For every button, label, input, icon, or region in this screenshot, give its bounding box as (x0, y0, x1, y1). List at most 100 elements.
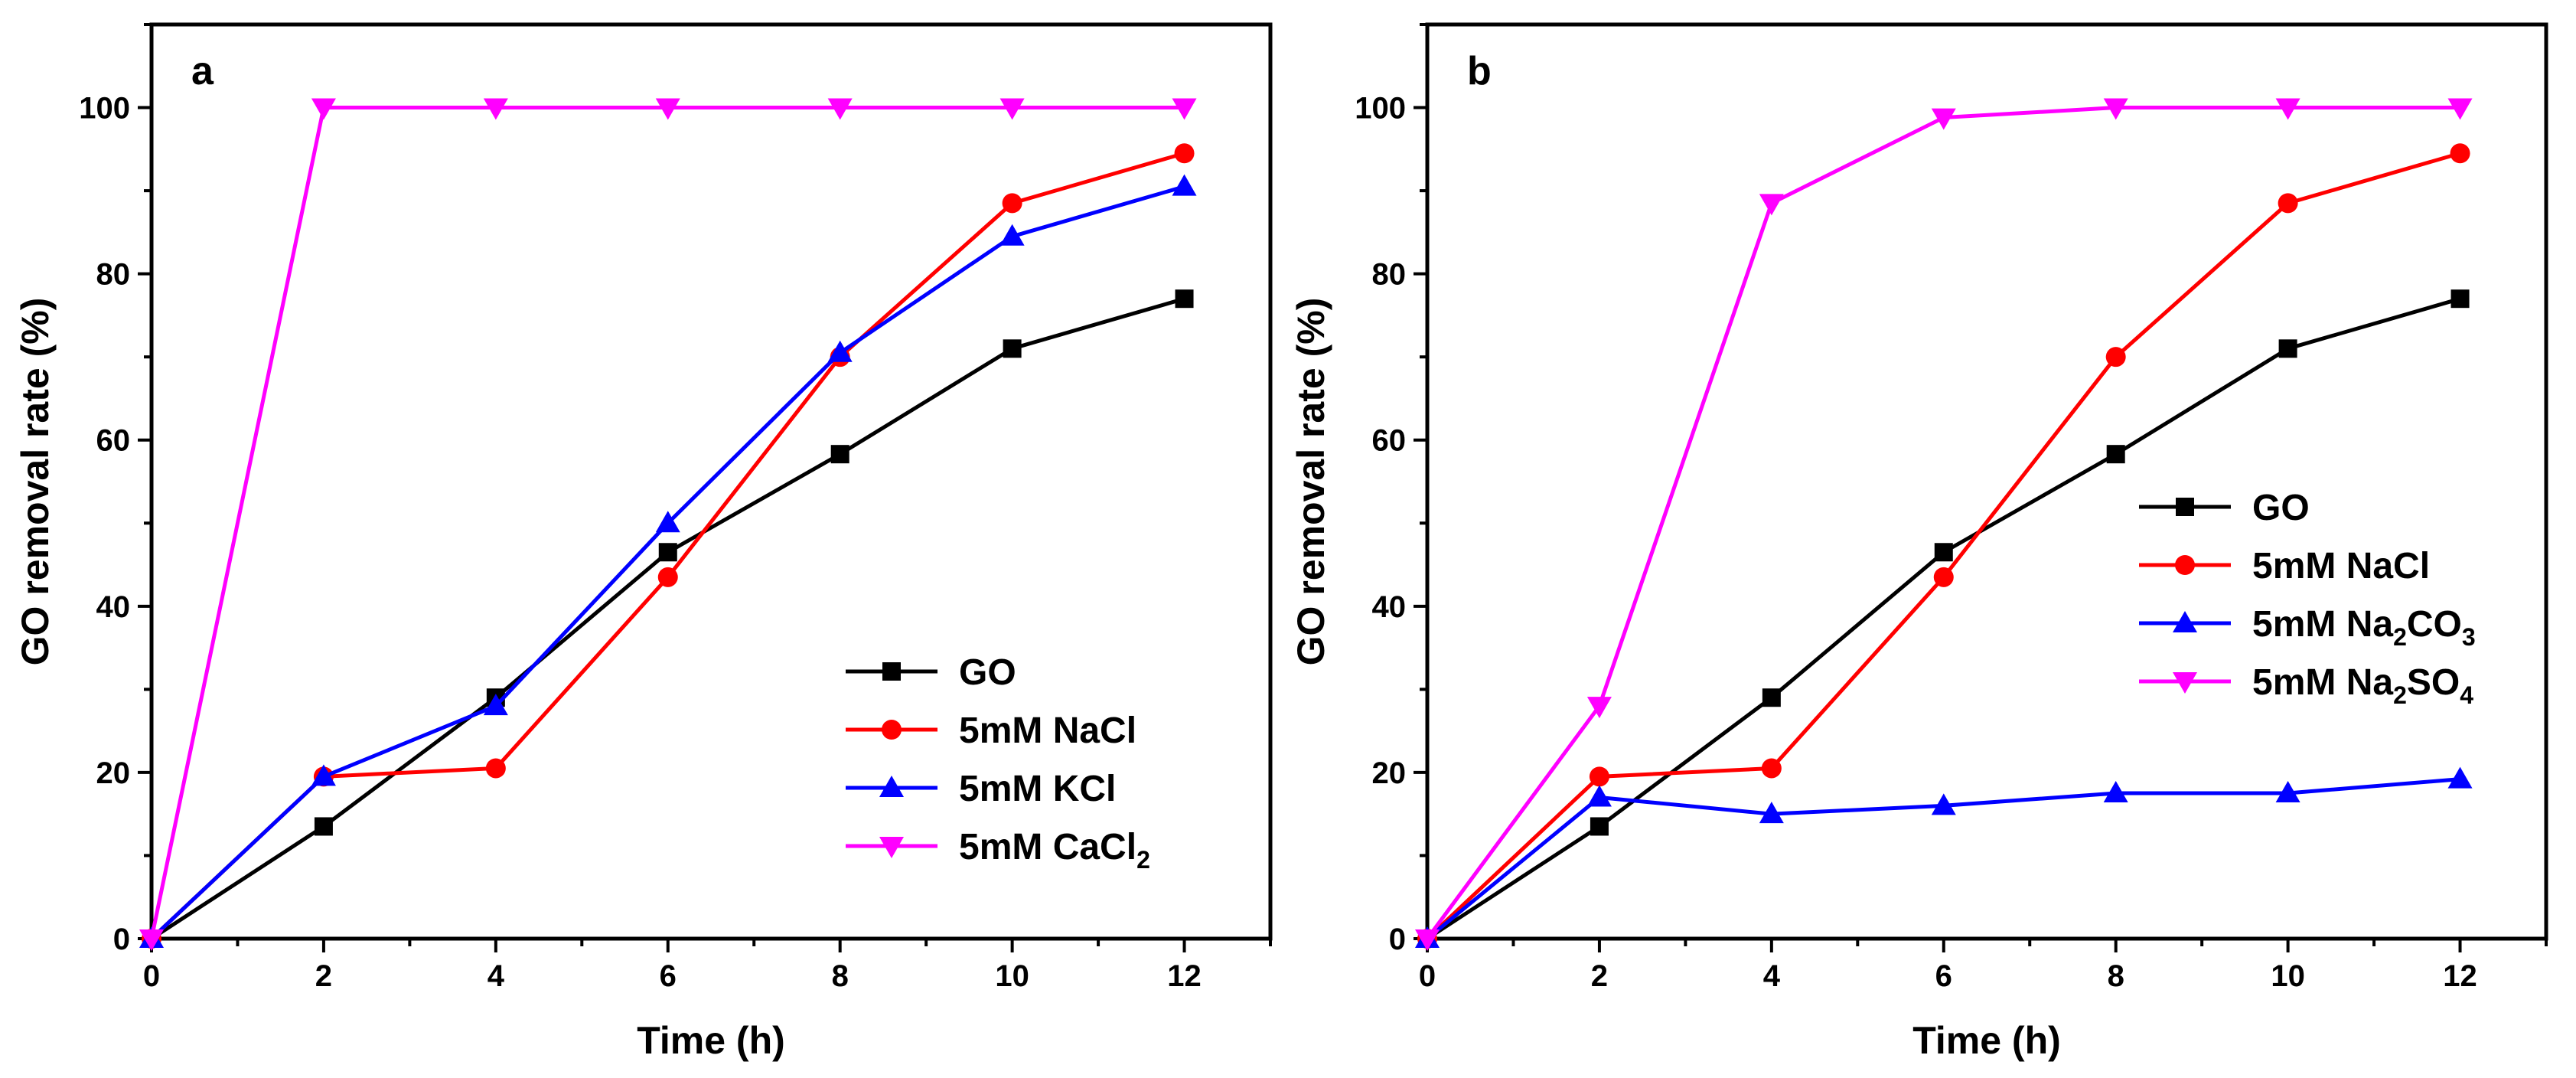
data-point (1761, 758, 1782, 779)
data-point (1586, 785, 1612, 807)
chart-panel-b: 0 2 4 6 8 10 12 0 20 40 60 80 100 Time (h) GO removal … (1290, 22, 2548, 1062)
x-tick-label: 4 (1763, 959, 1781, 993)
data-point (1174, 143, 1195, 164)
x-tick-label: 12 (1167, 959, 1202, 993)
legend-label: GO (2252, 488, 2310, 528)
data-point (2275, 98, 2300, 120)
legend-label: 5mM KCl (959, 769, 1116, 809)
data-point (2450, 143, 2470, 164)
x-axis-title: Time (h) (637, 1019, 785, 1062)
legend-marker (2176, 498, 2194, 516)
legend-text: 5mM NaCl (959, 710, 1136, 751)
y-tick-label: 0 (1389, 923, 1406, 956)
data-point (2278, 193, 2298, 214)
x-tick-label: 12 (2443, 959, 2477, 993)
data-point (1931, 793, 1956, 815)
data-point (314, 817, 333, 836)
y-tick-label: 40 (1372, 590, 1407, 624)
data-point (2450, 289, 2470, 309)
data-point (1931, 108, 1956, 130)
y-tick-label: 100 (1355, 92, 1406, 126)
data-point (1589, 766, 1609, 787)
data-point (483, 694, 508, 716)
legend-text: 5mM Na (2252, 604, 2393, 645)
data-point (1759, 802, 1784, 824)
data-point (1762, 688, 1781, 707)
legend-label: 5mM CaCl2 (959, 827, 1150, 874)
data-point (2105, 347, 2126, 368)
data-point (2278, 339, 2297, 358)
data-point (2103, 98, 2128, 120)
data-point (1172, 174, 1197, 196)
legend-marker (879, 837, 904, 858)
legend-text: 5mM KCl (959, 769, 1116, 809)
y-axis-title: GO removal rate (%) (1290, 298, 1332, 666)
legend-label: 5mM Na2SO4 (2252, 662, 2473, 709)
data-point (1002, 193, 1022, 214)
data-point (655, 511, 680, 533)
data-point (1590, 817, 1609, 836)
legend-text: 5mM NaCl (2252, 546, 2430, 586)
data-point (485, 758, 506, 779)
legend-marker (882, 720, 902, 740)
data-point (1175, 289, 1194, 309)
y-tick-label: 20 (1372, 756, 1407, 790)
data-point (139, 929, 164, 951)
data-point (1003, 339, 1022, 358)
data-point (1586, 697, 1612, 719)
data-point (1172, 98, 1197, 120)
panel-label: b (1467, 49, 1492, 93)
legend-text: GO (2252, 488, 2310, 528)
x-tick-label: 10 (2271, 959, 2305, 993)
legend-subscript: 2 (2393, 623, 2407, 651)
legend-subscript: 2 (1136, 846, 1150, 874)
legend-marker (2173, 611, 2197, 632)
y-tick-label: 40 (96, 590, 131, 624)
x-tick-label: 8 (2108, 959, 2124, 993)
data-point (1933, 567, 1954, 587)
data-point (827, 340, 853, 362)
legend-marker (2173, 672, 2197, 694)
data-point (655, 98, 680, 120)
legend-text: 5mM Na (2252, 662, 2393, 703)
data-point (2275, 781, 2300, 803)
data-point (2447, 98, 2473, 120)
x-tick-label: 6 (660, 959, 677, 993)
chart-panel-a: 0 2 4 6 8 10 12 0 20 40 60 80 100 Time (h) GO removal … (14, 22, 1273, 1062)
plot-frame (149, 22, 1273, 941)
x-tick-label: 0 (1419, 959, 1436, 993)
series-line (150, 185, 1185, 940)
legend-text: GO (959, 652, 1016, 693)
legend-text: CO (2407, 604, 2462, 645)
data-point (1415, 929, 1440, 951)
legend-text: 5mM CaCl (959, 827, 1136, 867)
legend-marker (879, 776, 904, 797)
x-tick-label: 8 (832, 959, 849, 993)
data-point (657, 567, 678, 587)
x-tick-label: 2 (315, 959, 332, 993)
data-point (1934, 543, 1953, 562)
legend-subscript: 4 (2460, 681, 2473, 709)
x-tick-label: 0 (143, 959, 160, 993)
y-tick-label: 20 (96, 756, 131, 790)
x-tick-label: 10 (995, 959, 1029, 993)
y-tick-label: 60 (1372, 424, 1407, 458)
data-point (999, 98, 1025, 120)
legend-label: 5mM NaCl (959, 710, 1136, 751)
x-tick-label: 4 (487, 959, 505, 993)
x-tick-label: 2 (1591, 959, 1608, 993)
panel-label: a (191, 49, 214, 93)
x-tick-label: 6 (1935, 959, 1952, 993)
data-point (1759, 194, 1784, 216)
legend-marker (882, 662, 901, 681)
data-point (311, 98, 336, 120)
y-tick-label: 60 (96, 424, 131, 458)
y-tick-label: 80 (96, 258, 131, 292)
legend-label: 5mM NaCl (2252, 546, 2430, 586)
data-point (311, 764, 336, 786)
data-point (483, 98, 508, 120)
data-point (658, 543, 677, 562)
y-tick-label: 100 (79, 92, 130, 126)
data-point (2106, 445, 2125, 464)
